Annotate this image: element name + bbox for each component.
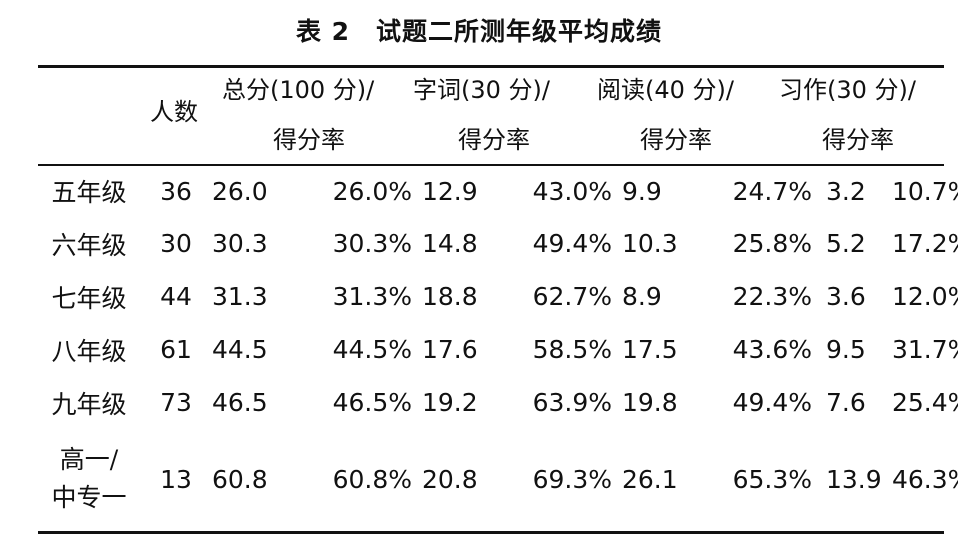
words-rate-cell: 69.3% <box>532 464 612 494</box>
table-row: 七年级 44 31.3 31.3% 18.8 62.7% 8.9 22.3% 3… <box>38 270 958 323</box>
total-rate-cell: 31.3% <box>332 282 412 311</box>
writing-rate-cell: 17.2% <box>892 229 958 258</box>
grade-cell: 八年级 <box>51 336 127 366</box>
count-cell: 44 <box>160 282 192 311</box>
words-score-cell: 19.2 <box>422 388 478 417</box>
table-row: 九年级 73 46.5 46.5% 19.2 63.9% 19.8 49.4% … <box>38 376 958 429</box>
words-rate-cell: 62.7% <box>532 282 612 311</box>
header-count: 人数 <box>150 98 198 126</box>
header-total: 总分(100 分)/ <box>222 76 375 104</box>
header-words-rate: 得分率 <box>458 126 530 154</box>
reading-score-cell: 8.9 <box>622 282 662 311</box>
total-score-cell: 26.0 <box>212 176 268 206</box>
count-cell: 36 <box>160 176 192 206</box>
writing-rate-cell: 25.4% <box>892 388 958 417</box>
header-reading-rate: 得分率 <box>640 126 712 154</box>
count-cell: 13 <box>160 464 192 494</box>
header-rule <box>38 164 944 166</box>
reading-score-cell: 9.9 <box>622 176 662 206</box>
words-rate-cell: 63.9% <box>532 388 612 417</box>
header-words: 字词(30 分)/ <box>413 76 550 104</box>
table-row: 五年级 36 26.0 26.0% 12.9 43.0% 9.9 24.7% 3… <box>38 165 958 217</box>
words-score-cell: 17.6 <box>422 335 478 364</box>
total-rate-cell: 60.8% <box>332 464 412 494</box>
header-reading: 阅读(40 分)/ <box>597 76 734 104</box>
reading-rate-cell: 65.3% <box>732 464 812 494</box>
words-rate-cell: 43.0% <box>532 176 612 206</box>
reading-rate-cell: 43.6% <box>732 335 812 364</box>
count-cell: 61 <box>160 335 192 364</box>
writing-score-cell: 5.2 <box>826 229 866 258</box>
total-score-cell: 60.8 <box>212 464 268 494</box>
table-row: 六年级 30 30.3 30.3% 14.8 49.4% 10.3 25.8% … <box>38 217 958 270</box>
writing-score-cell: 3.2 <box>826 176 866 206</box>
total-score-cell: 46.5 <box>212 388 268 417</box>
reading-score-cell: 19.8 <box>622 388 678 417</box>
grade-line-1: 高一/ <box>59 445 119 474</box>
header-writing: 习作(30 分)/ <box>779 76 916 104</box>
reading-score-cell: 10.3 <box>622 229 678 258</box>
count-cell: 30 <box>160 229 192 258</box>
header-total-rate: 得分率 <box>273 126 345 154</box>
reading-rate-cell: 49.4% <box>732 388 812 417</box>
grade-line-2: 中专一 <box>51 483 127 512</box>
grade-cell: 六年级 <box>51 230 127 260</box>
total-score-cell: 31.3 <box>212 282 268 311</box>
reading-rate-cell: 22.3% <box>732 282 812 311</box>
grade-cell: 高一/ 中专一 <box>38 429 140 529</box>
writing-score-cell: 7.6 <box>826 388 866 417</box>
writing-score-cell: 9.5 <box>826 335 866 364</box>
writing-rate-cell: 31.7% <box>892 335 958 364</box>
score-table: 五年级 36 26.0 26.0% 12.9 43.0% 9.9 24.7% 3… <box>38 165 958 529</box>
grade-cell: 五年级 <box>51 178 127 207</box>
total-score-cell: 44.5 <box>212 335 268 364</box>
total-rate-cell: 46.5% <box>332 388 412 417</box>
words-score-cell: 12.9 <box>422 176 478 206</box>
table-caption: 表 2 试题二所测年级平均成绩 <box>295 17 663 46</box>
words-score-cell: 18.8 <box>422 282 478 311</box>
total-score-cell: 30.3 <box>212 229 268 258</box>
count-cell: 73 <box>160 388 192 417</box>
table-row: 高一/ 中专一 13 60.8 60.8% 20.8 69.3% 26.1 65… <box>38 429 958 529</box>
reading-score-cell: 17.5 <box>622 335 678 364</box>
table-row: 八年级 61 44.5 44.5% 17.6 58.5% 17.5 43.6% … <box>38 323 958 376</box>
words-rate-cell: 58.5% <box>532 335 612 364</box>
writing-rate-cell: 12.0% <box>892 282 958 311</box>
total-rate-cell: 30.3% <box>332 229 412 258</box>
bottom-rule <box>38 531 944 534</box>
words-rate-cell: 49.4% <box>532 229 612 258</box>
grade-cell: 七年级 <box>51 283 127 313</box>
reading-rate-cell: 25.8% <box>732 229 812 258</box>
words-score-cell: 20.8 <box>422 464 478 494</box>
header-writing-rate: 得分率 <box>822 126 894 154</box>
writing-score-cell: 13.9 <box>826 464 882 494</box>
reading-rate-cell: 24.7% <box>732 176 812 206</box>
reading-score-cell: 26.1 <box>622 464 678 494</box>
grade-cell: 九年级 <box>51 389 127 419</box>
writing-rate-cell: 10.7% <box>892 176 958 206</box>
total-rate-cell: 26.0% <box>332 176 412 206</box>
writing-rate-cell: 46.3% <box>892 464 958 494</box>
total-rate-cell: 44.5% <box>332 335 412 364</box>
words-score-cell: 14.8 <box>422 229 478 258</box>
top-rule <box>38 65 944 68</box>
writing-score-cell: 3.6 <box>826 282 866 311</box>
